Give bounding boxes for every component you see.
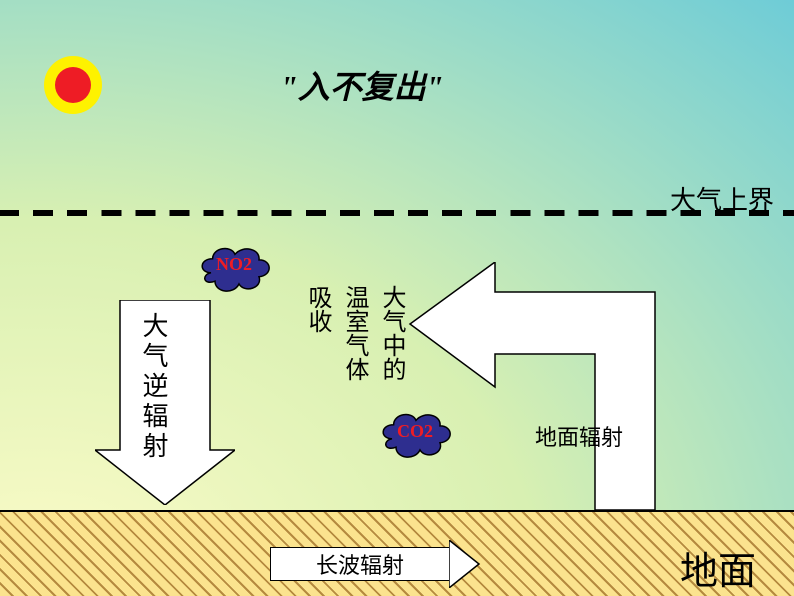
- co2-label: CO2: [397, 422, 437, 440]
- longwave-arrow-body: 长波辐射: [270, 547, 450, 581]
- sun-core-icon: [55, 67, 91, 103]
- atmosphere-boundary-line: [0, 210, 794, 216]
- ground-radiation-arrow-icon: [405, 262, 665, 512]
- diagram-title: "入不复出": [280, 62, 444, 108]
- longwave-label: 长波辐射: [316, 548, 404, 580]
- ground-radiation-label: 地面辐射: [535, 420, 623, 452]
- no2-label: NO2: [216, 255, 256, 273]
- longwave-radiation-arrow: 长波辐射: [270, 540, 481, 588]
- diagram-canvas: "入不复出" 大气上界 大气逆辐射 地面辐射 NO2 CO2 大气中的温室气体吸…: [0, 0, 794, 596]
- greenhouse-absorption-label: 大气中的温室气体吸收: [300, 285, 409, 381]
- counter-radiation-label: 大气逆辐射: [135, 312, 172, 462]
- ground-label: 地面: [680, 540, 756, 595]
- longwave-arrow-head-icon: [449, 540, 481, 588]
